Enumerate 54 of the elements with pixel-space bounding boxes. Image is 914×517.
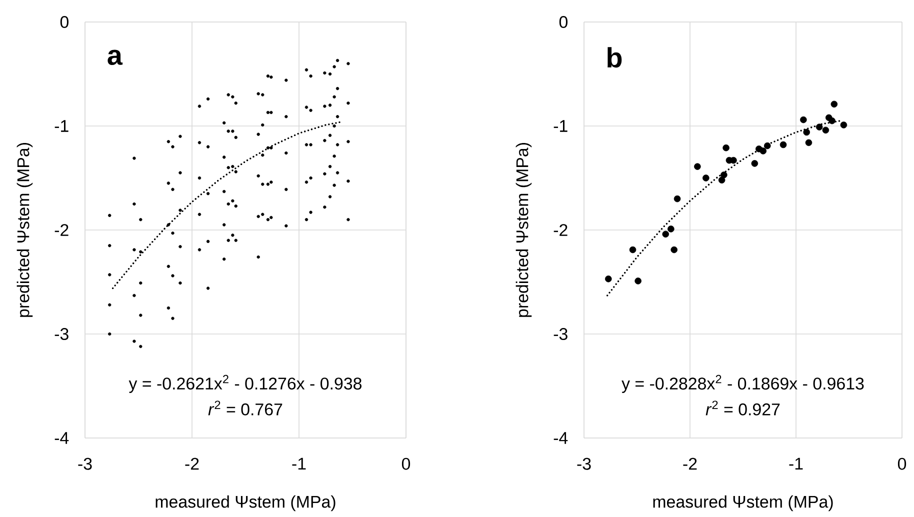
y-tick-label: -4 [54, 432, 69, 444]
x-tick-label: -1 [789, 458, 803, 470]
line-series [112, 120, 343, 290]
y-tick-label: -2 [554, 224, 568, 236]
x-tick-label: -1 [292, 458, 306, 470]
x-axis-title: measured Ψstem (MPa) [156, 495, 336, 512]
y-tick-label: -4 [554, 432, 568, 444]
text: a [108, 50, 123, 65]
y-tick-label: -3 [54, 328, 68, 340]
point [800, 116, 807, 124]
annotation: y = -0.2828x$^{2}$ - 0.1869x - 0.9613 [622, 374, 864, 393]
x-tick-label: -2 [683, 458, 697, 470]
x-tick-label: -3 [577, 458, 591, 470]
point [822, 126, 830, 134]
point [803, 128, 810, 136]
point [780, 141, 787, 148]
y-tick-label: -2 [54, 224, 68, 236]
point [662, 230, 670, 238]
point [830, 100, 838, 108]
y-tick-label: -1 [554, 120, 568, 132]
point [722, 144, 730, 152]
annotation: r$^{2}$ = 0.767 [208, 400, 282, 416]
y-tick-label: -1 [54, 120, 68, 132]
annotation: r$^{2}$ = 0.927 [706, 400, 780, 416]
annotation: y = -0.2621x$^{2}$ - 0.1276x - 0.938 [128, 374, 362, 393]
x-axis-title: measured Ψstem (MPa) [653, 495, 833, 512]
y-tick-label: 0 [559, 16, 568, 28]
x-tick-label: -3 [78, 458, 92, 470]
point [629, 246, 636, 254]
y-axis-title: predicted Ψstem (MPa) [16, 143, 33, 317]
point [670, 246, 678, 254]
point [840, 122, 848, 128]
point [760, 148, 767, 154]
point [751, 160, 758, 167]
point [718, 176, 726, 184]
point [668, 226, 674, 232]
point [674, 195, 681, 202]
y-tick-label: -3 [554, 328, 568, 340]
point [730, 156, 737, 164]
point [764, 142, 771, 150]
x-tick-label: 0 [898, 458, 906, 470]
point [828, 117, 836, 124]
text: b [608, 47, 622, 68]
point [805, 139, 812, 146]
y-tick-label: 0 [60, 16, 68, 28]
point [634, 278, 642, 284]
point [720, 171, 728, 178]
x-tick-label: 0 [402, 458, 410, 470]
point [605, 275, 612, 282]
point [694, 163, 701, 170]
x-tick-label: -2 [185, 458, 199, 470]
y-axis-title: predicted Ψstem (MPa) [516, 143, 532, 317]
point [816, 124, 823, 130]
point [702, 174, 710, 182]
